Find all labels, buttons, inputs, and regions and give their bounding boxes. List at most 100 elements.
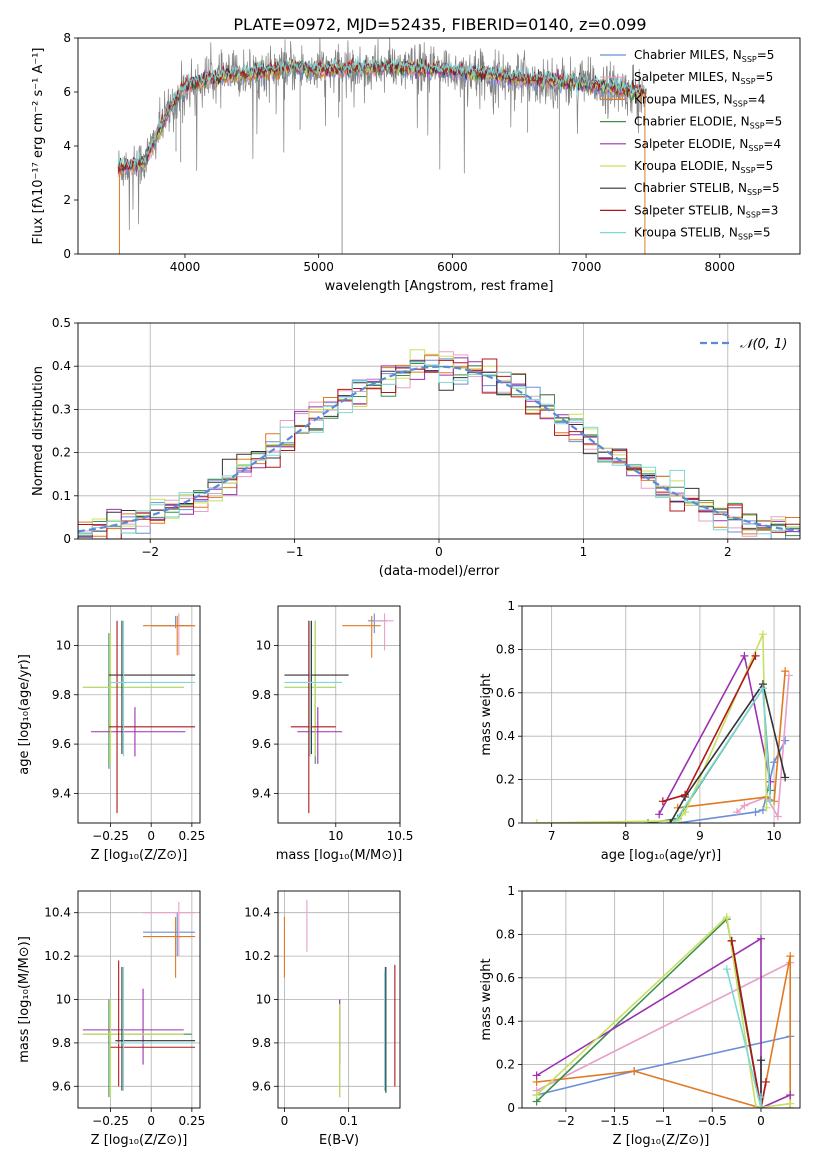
x-tick-label: 0.25 — [179, 1114, 206, 1128]
x-tick-label: 7 — [548, 829, 556, 843]
x-tick-label: −1 — [655, 1114, 673, 1128]
x-axis-label: Z [log₁₀(Z/Z⊙)] — [613, 1133, 710, 1148]
x-tick-label: 0 — [435, 545, 443, 559]
y-tick-label: 0.4 — [52, 359, 71, 373]
x-axis-label: Z [log₁₀(Z/Z⊙)] — [91, 1133, 188, 1148]
x-axis-label: wavelength [Angstrom, rest frame] — [325, 279, 554, 294]
weight-series-line — [536, 955, 791, 1108]
y-tick-label: 0.5 — [52, 316, 71, 330]
weight-series-line — [669, 682, 786, 823]
weight-point-marker — [756, 934, 765, 943]
weight-point-marker — [773, 812, 782, 821]
weight-point-marker — [751, 808, 760, 817]
legend-subscript: SSP — [748, 144, 763, 153]
weight-point-marker — [761, 1077, 770, 1086]
y-tick-label: 10.2 — [244, 949, 271, 963]
weight-point-marker — [786, 952, 795, 961]
panel-weight-vs-Z: −2 −1.5 −1 −0.5 0 0 0.2 0.4 0.6 0.8 1 Z [log₁₀(Z/Z⊙… — [479, 884, 801, 1148]
legend-entry: Kroupa MILES, NSSP=4 — [634, 92, 765, 108]
legend-subscript: SSP — [738, 233, 753, 242]
y-tick-label: 4 — [63, 139, 71, 153]
x-tick-label: 6000 — [437, 260, 468, 274]
y-tick-label: 2 — [63, 193, 71, 207]
weight-point-marker — [732, 808, 741, 817]
legend-subscript: SSP — [747, 188, 762, 197]
panel-mass-vs-Z: −0.25 0 0.25 9.6 9.8 10 10.2 10.4 Z [log₁₀(Z/Z⊙)… — [17, 890, 206, 1148]
y-tick-label: 0 — [507, 816, 515, 830]
x-tick-label: 8 — [622, 829, 630, 843]
y-tick-label: 0 — [507, 1101, 515, 1115]
y-tick-label: 6 — [63, 85, 71, 99]
x-tick-label: 1 — [580, 545, 588, 559]
weight-point-marker — [762, 803, 771, 812]
x-tick-label: 10 — [766, 829, 781, 843]
residual-histogram — [78, 361, 800, 537]
y-tick-label: 0.2 — [496, 773, 515, 787]
axes-frame — [521, 890, 801, 1109]
panel-age-vs-Z: −0.25 0 0.25 9.4 9.6 9.8 10 Z [log₁₀(Z/Z⊙)] age … — [17, 605, 205, 863]
legend-nssp: =3 — [761, 203, 779, 217]
legend-nssp: =5 — [765, 115, 783, 129]
y-tick-label: 9.6 — [52, 1079, 71, 1093]
y-tick-label: 9.8 — [252, 688, 271, 702]
axes-frame — [277, 605, 401, 824]
legend-subscript: SSP — [746, 210, 761, 219]
weight-point-marker — [758, 630, 767, 639]
residuals-legend: 𝒩(0, 1) — [700, 337, 787, 352]
legend-subscript: SSP — [741, 166, 756, 175]
weight-point-marker — [658, 797, 667, 806]
legend-entry: Kroupa ELODIE, NSSP=5 — [634, 159, 773, 175]
legend-entry: Chabrier ELODIE, NSSP=5 — [634, 115, 782, 131]
weight-point-marker — [727, 936, 736, 945]
weight-point-marker — [786, 1090, 795, 1099]
y-tick-label: 9.4 — [252, 786, 271, 800]
model-spectrum-line — [117, 56, 647, 169]
legend-nssp: =5 — [756, 159, 774, 173]
y-tick-label: 0.4 — [496, 1014, 515, 1028]
y-axis-label: Flux [fλ10⁻¹⁷ erg cm⁻² s⁻¹ A⁻¹] — [31, 48, 46, 245]
x-tick-label: 0 — [281, 1114, 289, 1128]
y-tick-label: 10 — [56, 638, 71, 652]
legend-label: Salpeter MILES, N — [634, 70, 741, 84]
y-tick-label: 9.8 — [252, 1036, 271, 1050]
y-tick-label: 9.8 — [52, 1036, 71, 1050]
weight-point-marker — [781, 667, 790, 676]
y-axis-label: age [log₁₀(age/yr)] — [17, 654, 32, 775]
plot-area-weight-vs-Z — [532, 913, 795, 1108]
y-tick-label: 10 — [56, 993, 71, 1007]
weight-point-marker — [781, 773, 790, 782]
x-tick-label: 10.5 — [387, 829, 414, 843]
x-tick-label: 9 — [696, 829, 704, 843]
legend-label: Kroupa STELIB, N — [634, 226, 738, 240]
axes-frame — [77, 322, 801, 540]
y-tick-label: 10.4 — [44, 906, 71, 920]
legend-nssp: =5 — [757, 48, 775, 62]
plot-area-mass-vs-EBV — [283, 899, 396, 1098]
y-tick-label: 0.6 — [496, 971, 515, 985]
y-tick-label: 9.6 — [252, 1079, 271, 1093]
x-axis-label: age [log₁₀(age/yr)] — [601, 848, 722, 863]
weight-point-marker — [532, 819, 541, 823]
legend-nssp: =5 — [762, 181, 780, 195]
weight-point-marker — [766, 777, 775, 786]
weight-series-line — [730, 940, 767, 1108]
legend-entry: Chabrier MILES, NSSP=5 — [634, 48, 774, 64]
y-tick-label: 0 — [63, 247, 71, 261]
y-tick-label: 10.4 — [244, 906, 271, 920]
y-tick-label: 10.2 — [44, 949, 71, 963]
legend-entry: Chabrier STELIB, NSSP=5 — [634, 181, 780, 197]
legend-label: Chabrier MILES, N — [634, 48, 742, 62]
axes-frame — [77, 37, 801, 255]
x-tick-label: −0.25 — [92, 829, 129, 843]
panel-age-vs-mass: 10 10.5 9.4 9.6 9.8 10 mass [log₁₀(M/M⊙)] — [252, 605, 414, 863]
weight-point-marker — [655, 810, 664, 819]
legend-entry: Salpeter STELIB, NSSP=3 — [634, 203, 778, 219]
y-tick-label: 0.6 — [496, 686, 515, 700]
x-axis-label: E(B-V) — [319, 1133, 359, 1148]
panel-spectrum: 4000 5000 6000 7000 8000 0 2 4 6 8 wavelength [Ang… — [31, 31, 801, 294]
x-tick-label: −1.5 — [600, 1114, 629, 1128]
axes-frame — [77, 890, 201, 1109]
axes-frame — [277, 890, 401, 1109]
legend-subscript: SSP — [742, 55, 757, 64]
weight-point-marker — [681, 808, 690, 817]
